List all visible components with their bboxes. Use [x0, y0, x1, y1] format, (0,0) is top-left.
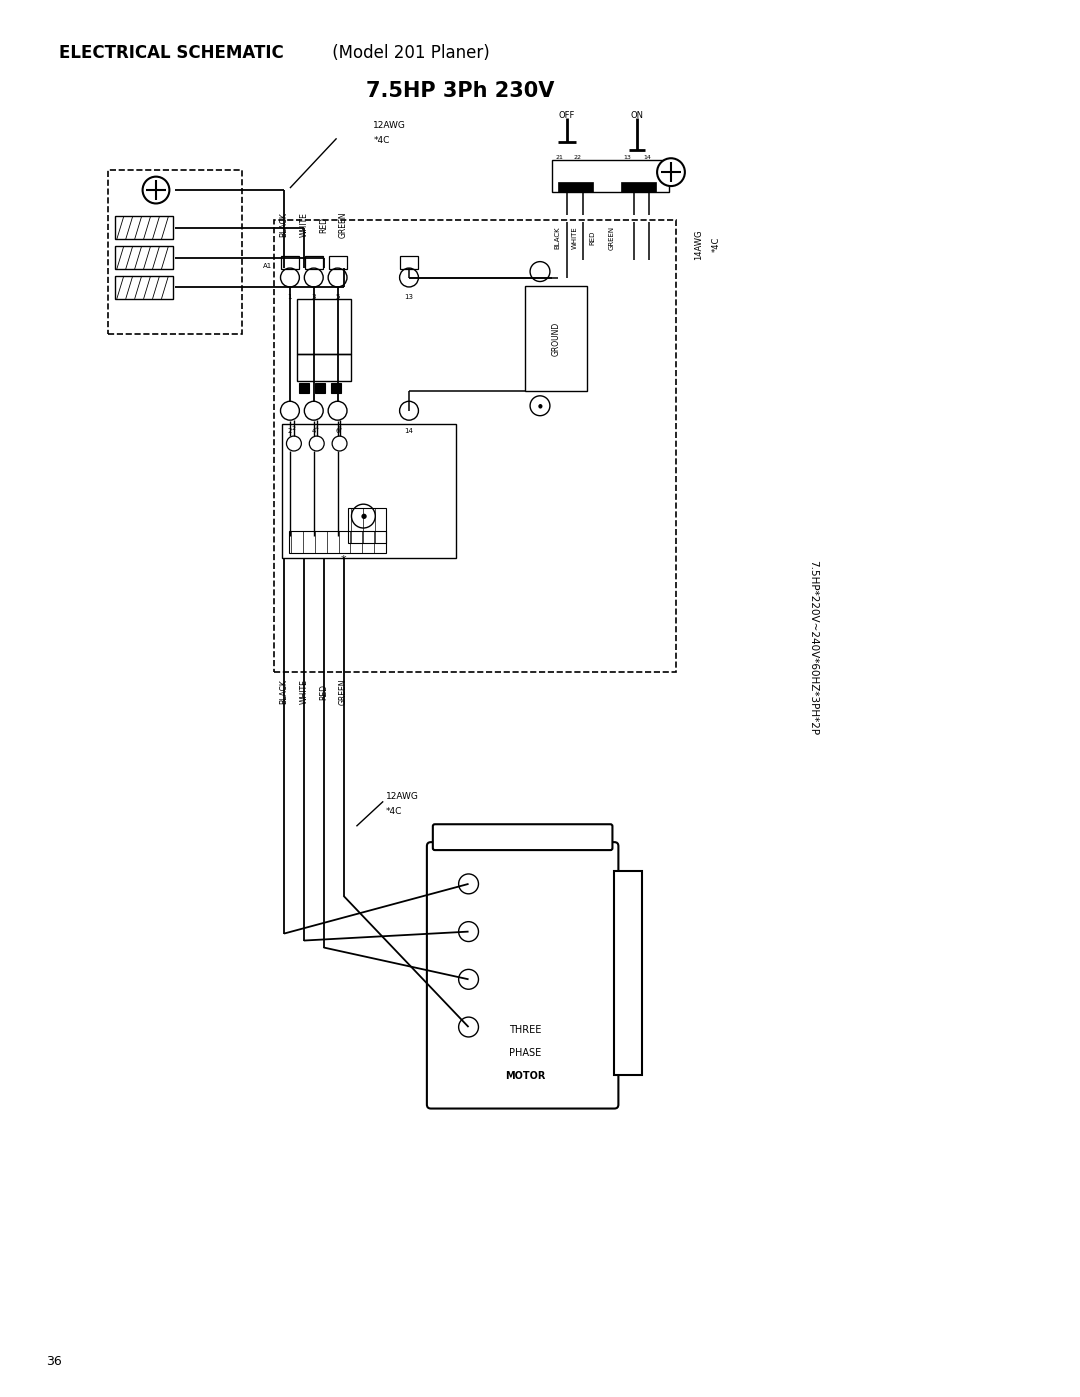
Text: 21: 21	[556, 155, 564, 159]
Text: RED: RED	[320, 217, 328, 233]
Text: THREE: THREE	[509, 1025, 541, 1035]
Bar	[305, 256, 323, 268]
Text: 13: 13	[405, 295, 414, 300]
Text: 12AWG: 12AWG	[374, 122, 406, 130]
FancyBboxPatch shape	[433, 824, 612, 851]
Text: RED: RED	[320, 685, 328, 700]
Text: 36: 36	[45, 1355, 62, 1368]
Text: *: *	[340, 555, 347, 564]
Circle shape	[530, 395, 550, 416]
Text: BLACK: BLACK	[555, 226, 561, 249]
Text: GROUND: GROUND	[552, 323, 561, 356]
Bar	[552, 161, 669, 191]
Text: 14AWG: 14AWG	[694, 229, 703, 260]
Circle shape	[333, 436, 347, 451]
Circle shape	[459, 922, 478, 942]
Text: BLACK: BLACK	[280, 679, 288, 704]
Text: BLACK: BLACK	[280, 212, 288, 237]
Bar	[330, 383, 340, 393]
Text: MOTOR: MOTOR	[505, 1070, 545, 1081]
Circle shape	[400, 268, 418, 286]
Circle shape	[281, 268, 299, 286]
Circle shape	[459, 970, 478, 989]
Text: PHASE: PHASE	[509, 1048, 541, 1058]
Bar	[328, 256, 347, 268]
Circle shape	[143, 176, 170, 204]
Circle shape	[281, 401, 299, 420]
Text: (Model 201 Planer): (Model 201 Planer)	[326, 43, 489, 61]
Bar	[108, 170, 242, 334]
Text: 1: 1	[287, 295, 293, 300]
Text: 6: 6	[335, 427, 340, 433]
Text: 3: 3	[311, 295, 316, 300]
Text: 4: 4	[314, 426, 319, 432]
Bar	[349, 509, 387, 543]
Text: 22: 22	[573, 155, 582, 159]
Text: *4C: *4C	[387, 807, 403, 816]
Text: 14: 14	[644, 155, 651, 159]
Text: 13: 13	[623, 155, 631, 159]
Circle shape	[305, 401, 323, 420]
Bar	[274, 219, 676, 672]
Bar	[558, 182, 593, 191]
Circle shape	[305, 268, 323, 286]
Text: 2: 2	[292, 426, 296, 432]
Bar	[297, 353, 351, 381]
Text: 2: 2	[287, 427, 292, 433]
Bar	[281, 256, 299, 268]
Text: ●: ●	[538, 404, 542, 408]
Bar	[297, 299, 351, 353]
Circle shape	[351, 504, 375, 528]
FancyBboxPatch shape	[427, 842, 619, 1109]
Text: 14: 14	[405, 427, 414, 433]
Bar	[314, 383, 325, 393]
Circle shape	[328, 268, 347, 286]
Circle shape	[530, 261, 550, 282]
Bar	[282, 423, 456, 557]
Text: RED: RED	[590, 231, 595, 244]
Text: GREEN: GREEN	[339, 211, 348, 237]
Text: OFF: OFF	[558, 110, 575, 120]
Text: 7.5HP 3Ph 230V: 7.5HP 3Ph 230V	[366, 81, 555, 101]
Circle shape	[400, 401, 418, 420]
Text: *4C: *4C	[712, 237, 721, 253]
Text: GREEN: GREEN	[608, 226, 615, 250]
Bar	[116, 217, 173, 239]
Bar	[525, 286, 586, 391]
Text: WHITE: WHITE	[299, 679, 308, 704]
Text: *4C: *4C	[374, 136, 390, 145]
Circle shape	[459, 875, 478, 894]
Text: 5: 5	[336, 295, 340, 300]
Circle shape	[328, 401, 347, 420]
Text: A1: A1	[262, 263, 272, 268]
Bar	[116, 246, 173, 270]
Text: WHITE: WHITE	[571, 226, 578, 249]
Text: ●: ●	[361, 513, 366, 520]
Bar	[289, 531, 387, 553]
Text: 6: 6	[338, 426, 341, 432]
Text: 7.5HP*220V~240V*60HZ*3PH*2P: 7.5HP*220V~240V*60HZ*3PH*2P	[808, 560, 818, 735]
Bar	[299, 383, 309, 393]
Text: 4: 4	[311, 427, 316, 433]
Bar	[615, 870, 643, 1074]
Bar	[400, 256, 418, 268]
Bar	[621, 182, 656, 191]
Circle shape	[309, 436, 324, 451]
Bar	[116, 277, 173, 299]
Circle shape	[657, 158, 685, 186]
Text: ON: ON	[631, 110, 644, 120]
Text: ELECTRICAL SCHEMATIC: ELECTRICAL SCHEMATIC	[58, 43, 283, 61]
Text: 12AWG: 12AWG	[387, 792, 419, 800]
Circle shape	[286, 436, 301, 451]
Circle shape	[459, 1017, 478, 1037]
Text: WHITE: WHITE	[299, 212, 308, 237]
Text: GREEN: GREEN	[339, 679, 348, 705]
